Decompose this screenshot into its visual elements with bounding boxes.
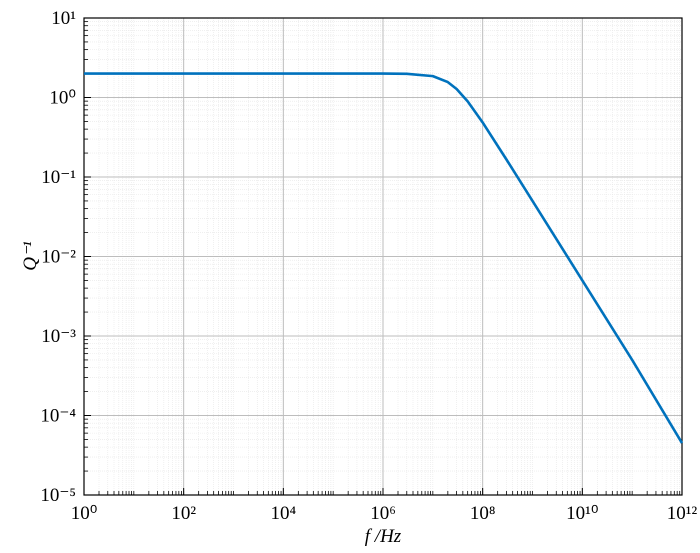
x-tick-label: 10²: [171, 503, 196, 524]
plot-frame: [83, 17, 683, 496]
x-tick-label: 10⁰: [71, 503, 98, 524]
y-tick-label: 10⁻⁵: [40, 485, 76, 506]
y-tick-label: 10¹: [51, 8, 76, 29]
y-tick-label: 10⁰: [49, 88, 76, 109]
x-axis-label: f /Hz: [365, 526, 402, 547]
line-series: [84, 72, 684, 444]
x-tick-label: 10¹⁰: [566, 503, 598, 524]
y-tick-label: 10⁻¹: [41, 167, 76, 188]
y-tick-label: 10⁻³: [41, 326, 76, 347]
x-tick-label: 10¹²: [667, 503, 698, 524]
x-tick-label: 10⁴: [271, 503, 297, 524]
x-tick-label: 10⁸: [470, 503, 496, 524]
y-tick-label: 10⁻²: [41, 247, 76, 268]
x-tick-label: 10⁶: [370, 503, 396, 524]
y-axis-label: Q⁻¹: [20, 241, 41, 271]
y-tick-label: 10⁻⁴: [40, 406, 76, 427]
